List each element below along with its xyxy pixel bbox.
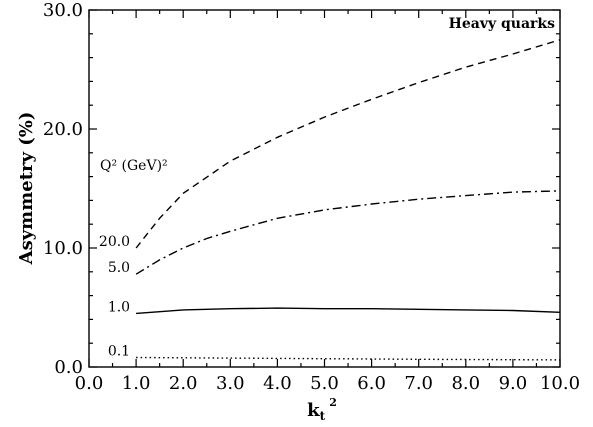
plot-frame — [88, 9, 561, 368]
series-group — [135, 39, 561, 361]
y-tick-label: 20.0 — [43, 119, 83, 140]
annotation-q2-header: Q² (GeV)² — [100, 158, 168, 174]
x-tick-label: 7.0 — [404, 373, 433, 394]
annotation-heavy-quarks: Heavy quarks — [449, 16, 555, 32]
x-tick-label: 5.0 — [310, 373, 339, 394]
x-axis-title-main: k — [307, 400, 320, 421]
ticks: 0.0 1.0 2.0 3.0 4.0 5.0 6.0 7.0 8.0 9.0 10.0 0.0 10.… — [43, 0, 580, 394]
series-line-1-0 — [136, 307, 561, 315]
labels-group: 20.0 5.0 1.0 0.1 — [99, 234, 130, 359]
x-tick-label: 10.0 — [540, 373, 580, 394]
x-tick-label: 6.0 — [357, 373, 386, 394]
y-tick-label: 30.0 — [43, 0, 83, 21]
x-axis-title-sub: t — [320, 409, 326, 423]
y-tick-label: 10.0 — [43, 238, 83, 259]
series-label-5-0: 5.0 — [108, 260, 130, 276]
series-line-5-0 — [135, 190, 561, 275]
y-tick-label: 0.0 — [54, 357, 83, 378]
x-tick-label: 8.0 — [451, 373, 480, 394]
series-label-20-0: 20.0 — [99, 234, 130, 250]
series-line-20-0 — [135, 39, 561, 249]
x-tick-label: 9.0 — [499, 373, 528, 394]
x-tick-label: 3.0 — [216, 373, 245, 394]
x-axis-title-sup: 2 — [329, 396, 337, 409]
x-tick-label: 2.0 — [169, 373, 198, 394]
x-axis-title: kt2 — [307, 396, 337, 423]
x-tick-label: 0.0 — [75, 373, 104, 394]
x-tick-label: 4.0 — [263, 373, 292, 394]
y-axis-title: Asymmetry (%) — [16, 112, 37, 266]
series-line-0-1 — [136, 356, 561, 361]
x-tick-label: 1.0 — [122, 373, 151, 394]
series-label-1-0: 1.0 — [108, 299, 130, 315]
series-label-0-1: 0.1 — [108, 343, 130, 359]
